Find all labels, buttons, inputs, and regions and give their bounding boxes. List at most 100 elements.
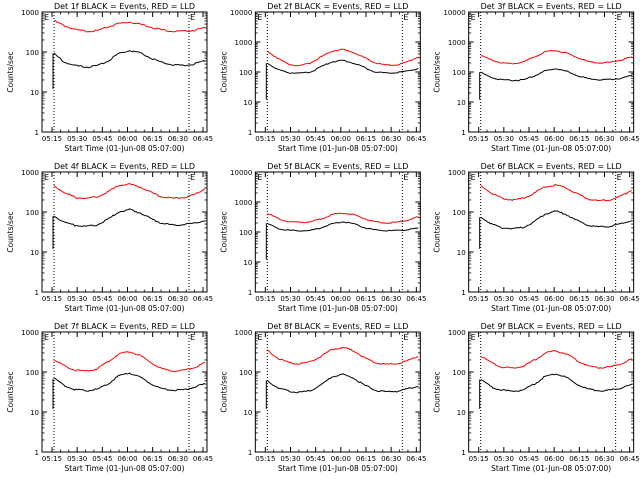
- y-tick-label: 10: [243, 99, 252, 107]
- y-tick-label: 100: [26, 49, 39, 57]
- x-tick-label: 06:15: [143, 295, 163, 303]
- y-tick-label: 1: [248, 449, 252, 457]
- y-tick-label: 1: [461, 129, 465, 137]
- x-tick-label: 05:30: [280, 455, 300, 463]
- x-tick-label: 05:30: [494, 295, 514, 303]
- x-tick-label: 06:45: [620, 455, 640, 463]
- chart-panel-1: Det 1f BLACK = Events, RED = LLD 1 10 100 10…: [6, 2, 213, 153]
- x-tick-label: 05:15: [255, 455, 275, 463]
- event-marker-label: E: [403, 333, 408, 342]
- plot-frame: [254, 331, 421, 453]
- x-axis-label: Start Time (01-Jun-08 05:07:00): [65, 304, 185, 313]
- series-events-line: [267, 59, 419, 74]
- x-axis-label: Start Time (01-Jun-08 05:07:00): [491, 464, 611, 473]
- chart-panel-7: Det 7f BLACK = Events, RED = LLD 1 10 100 10…: [6, 322, 213, 473]
- y-tick-label: 100: [26, 369, 39, 377]
- x-tick-label: 05:15: [42, 135, 62, 143]
- chart-panel-4: Det 4f BLACK = Events, RED = LLD 1 10 100 10…: [6, 162, 213, 313]
- event-marker-label: E: [190, 13, 195, 22]
- x-tick-label: 06:30: [168, 455, 188, 463]
- plot-frame: [254, 171, 421, 293]
- x-tick-label: 06:45: [620, 295, 640, 303]
- y-tick-label: 1: [35, 449, 39, 457]
- y-axis-label: Counts/sec: [433, 211, 442, 252]
- y-tick-label: 1000: [448, 329, 466, 337]
- series-lld-line: [53, 20, 206, 33]
- y-tick-label: 1: [461, 289, 465, 297]
- chart-title: Det 8f BLACK = Events, RED = LLD: [267, 322, 408, 331]
- x-tick-label: 06:45: [620, 135, 640, 143]
- x-tick-label: 06:00: [331, 455, 351, 463]
- chart-panel-8: Det 8f BLACK = Events, RED = LLD 1 10 100 10…: [219, 322, 426, 473]
- y-axis-label: Counts/sec: [433, 371, 442, 412]
- x-tick-label: 05:30: [494, 135, 514, 143]
- event-marker-label: E: [471, 333, 476, 342]
- event-marker-label: E: [617, 173, 622, 182]
- y-tick-label: 10: [457, 99, 466, 107]
- y-tick-label: 1000: [235, 199, 253, 207]
- x-tick-label: 06:30: [381, 455, 401, 463]
- x-tick-label: 05:45: [306, 455, 326, 463]
- x-tick-label: 05:30: [67, 295, 87, 303]
- series-lld-line: [480, 184, 632, 202]
- x-tick-label: 05:15: [469, 295, 489, 303]
- plot-frame: [41, 331, 208, 453]
- y-tick-label: 100: [452, 369, 465, 377]
- event-marker-label: E: [617, 13, 622, 22]
- event-marker-label: E: [403, 13, 408, 22]
- chart-title: Det 1f BLACK = Events, RED = LLD: [54, 2, 195, 11]
- x-tick-label: 06:00: [544, 455, 564, 463]
- x-tick-label: 05:30: [280, 135, 300, 143]
- series-events-line: [480, 68, 632, 82]
- y-tick-label: 100: [452, 209, 465, 217]
- y-tick-label: 1000: [448, 169, 466, 177]
- y-tick-label: 1: [248, 129, 252, 137]
- chart-title: Det 4f BLACK = Events, RED = LLD: [54, 162, 195, 171]
- x-tick-label: 06:15: [356, 295, 376, 303]
- y-tick-label: 10: [30, 89, 39, 97]
- x-tick-label: 06:45: [193, 295, 213, 303]
- event-marker-label: E: [617, 333, 622, 342]
- y-tick-label: 10000: [230, 9, 252, 17]
- series-events-line: [54, 372, 206, 392]
- x-tick-label: 05:45: [306, 295, 326, 303]
- y-tick-label: 1000: [21, 9, 39, 17]
- x-tick-label: 06:30: [168, 135, 188, 143]
- chart-title: Det 5f BLACK = Events, RED = LLD: [267, 162, 408, 171]
- x-tick-label: 05:15: [469, 455, 489, 463]
- x-axis-label: Start Time (01-Jun-08 05:07:00): [491, 144, 611, 153]
- x-tick-label: 06:00: [544, 295, 564, 303]
- series-lld-line: [266, 346, 419, 365]
- x-tick-label: 06:45: [193, 455, 213, 463]
- x-tick-label: 05:30: [67, 455, 87, 463]
- series-lld-line: [267, 212, 419, 224]
- series-events-line: [480, 210, 632, 230]
- x-tick-label: 05:45: [92, 455, 112, 463]
- x-tick-label: 06:00: [331, 295, 351, 303]
- x-tick-label: 06:15: [569, 455, 589, 463]
- x-tick-label: 06:00: [117, 295, 137, 303]
- x-tick-label: 06:15: [569, 295, 589, 303]
- y-axis-label: Counts/sec: [6, 371, 15, 412]
- y-tick-label: 100: [239, 69, 252, 77]
- x-tick-label: 06:00: [117, 455, 137, 463]
- chart-title: Det 6f BLACK = Events, RED = LLD: [481, 162, 622, 171]
- x-tick-label: 05:45: [519, 455, 539, 463]
- chart-panel-5: Det 5f BLACK = Events, RED = LLD 1 10 100 10…: [219, 162, 426, 313]
- x-tick-label: 05:45: [306, 135, 326, 143]
- x-axis-label: Start Time (01-Jun-08 05:07:00): [65, 144, 185, 153]
- x-axis-label: Start Time (01-Jun-08 05:07:00): [65, 464, 185, 473]
- chart-title: Det 2f BLACK = Events, RED = LLD: [267, 2, 408, 11]
- y-tick-label: 1: [461, 449, 465, 457]
- event-marker-label: E: [471, 13, 476, 22]
- x-tick-label: 05:15: [469, 135, 489, 143]
- y-tick-label: 100: [26, 209, 39, 217]
- y-tick-label: 1000: [235, 39, 253, 47]
- event-marker-label: E: [403, 173, 408, 182]
- series-events-line: [53, 50, 206, 69]
- x-tick-label: 06:30: [168, 295, 188, 303]
- y-tick-label: 1000: [448, 39, 466, 47]
- x-tick-label: 06:30: [594, 455, 614, 463]
- x-tick-label: 05:30: [67, 135, 87, 143]
